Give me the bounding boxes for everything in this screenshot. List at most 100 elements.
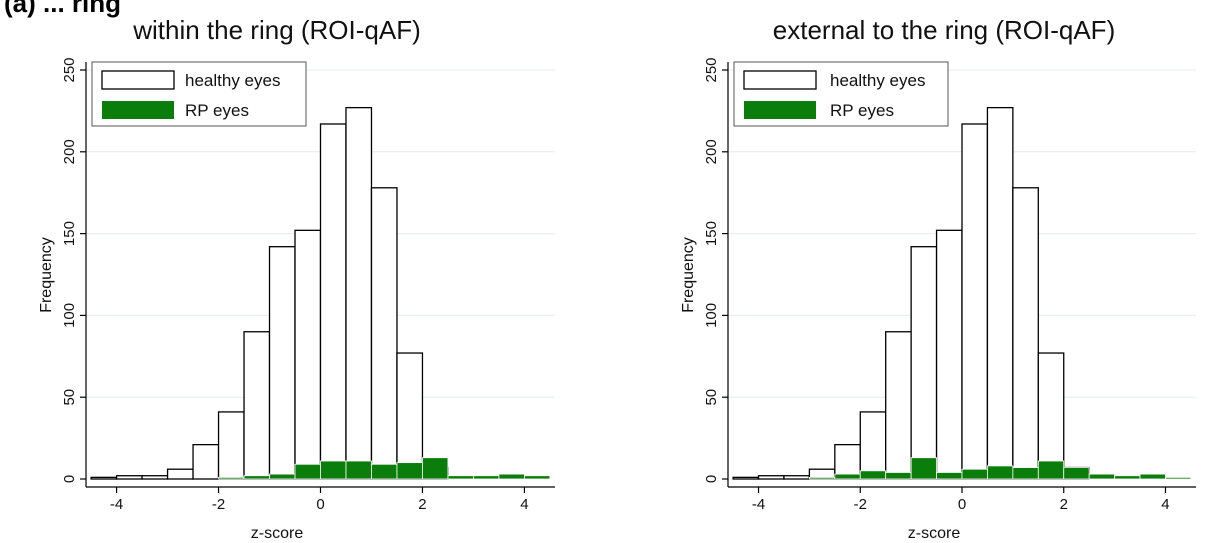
healthy-bar (217, 411, 245, 480)
rp-bar (1088, 473, 1116, 480)
healthy-bar (243, 331, 271, 480)
legend-label-rp: RP eyes (830, 101, 894, 120)
rp-bar (859, 470, 887, 480)
chart-panel-left: within the ring (ROI-qAF) 0 50 100 150 200 25… (38, 15, 555, 542)
y-tick-label: 200 (703, 139, 720, 164)
y-tick-label: 250 (61, 57, 78, 82)
x-tick-label: 2 (1060, 496, 1068, 513)
rp-bar (269, 473, 296, 480)
healthy-bar (859, 411, 887, 480)
rp-bar (961, 468, 988, 480)
y-axis-label: Frequency (38, 237, 55, 313)
x-tick-label: 4 (1161, 496, 1169, 513)
chart-title: within the ring (ROI-qAF) (132, 15, 421, 45)
x-tick-label: 4 (520, 496, 528, 513)
rp-bar (498, 473, 525, 480)
x-tick-label: -4 (752, 496, 765, 513)
rp-bars (218, 457, 551, 480)
healthy-bar (166, 468, 194, 480)
y-tick-label: 250 (703, 57, 720, 82)
healthy-bar (396, 352, 424, 480)
rp-bar (1165, 476, 1192, 480)
x-tick-label: -2 (854, 496, 867, 513)
rp-bars (808, 457, 1192, 480)
y-tick-label: 100 (61, 303, 78, 328)
healthy-bar (141, 475, 169, 480)
x-tick-label: -4 (110, 496, 123, 513)
rp-bar (885, 472, 912, 480)
rp-bar (524, 475, 551, 480)
rp-bar (422, 457, 449, 480)
healthy-bar (1037, 352, 1065, 480)
healthy-bar (319, 123, 347, 480)
healthy-bars (732, 106, 1090, 480)
legend-swatch-rp (102, 101, 174, 119)
axes: 0 50 100 150 200 250 -4 -2 0 2 4 (703, 57, 1196, 513)
legend: healthy eyes RP eyes (733, 61, 949, 127)
legend-label-healthy: healthy eyes (185, 71, 280, 90)
rp-bar (243, 475, 270, 480)
rp-bar (987, 465, 1014, 480)
chart-title: external to the ring (ROI-qAF) (773, 15, 1115, 45)
rp-bar (371, 463, 398, 480)
rp-bar (473, 475, 500, 480)
rp-bar (936, 472, 963, 480)
y-tick-label: 50 (61, 389, 78, 406)
y-tick-label: 150 (703, 221, 720, 246)
y-tick-label: 100 (703, 303, 720, 328)
healthy-bars (90, 106, 449, 480)
rp-bar (808, 476, 836, 480)
healthy-bar (370, 187, 398, 480)
healthy-bar (268, 246, 296, 480)
rp-bar (294, 463, 321, 480)
rp-bar (834, 473, 861, 480)
legend-swatch-healthy (743, 70, 817, 90)
x-tick-label: 2 (418, 496, 426, 513)
rp-bar (320, 460, 347, 480)
healthy-bar (961, 123, 989, 480)
healthy-bar (757, 475, 785, 480)
healthy-bar (885, 331, 912, 480)
y-tick-label: 0 (703, 475, 720, 483)
rp-bar (1012, 467, 1039, 480)
healthy-bar (345, 106, 373, 480)
rp-bar (1063, 467, 1090, 480)
healthy-bar (783, 475, 811, 480)
x-axis-label: z-score (251, 525, 304, 542)
legend-swatch-healthy (101, 70, 175, 90)
rp-bar (218, 476, 245, 480)
legend-swatch-rp (744, 101, 816, 119)
chart-panel-right: external to the ring (ROI-qAF) 0 50 100 150… (680, 15, 1196, 542)
healthy-bar (910, 246, 938, 480)
rp-bar (396, 462, 423, 480)
y-axis-label: Frequency (680, 237, 697, 313)
header-fragment: (a) ... ring (4, 0, 121, 18)
healthy-bar (294, 229, 322, 480)
healthy-bar (115, 475, 143, 480)
rp-bar (345, 460, 372, 480)
rp-bar (910, 457, 937, 480)
rp-bar (1037, 460, 1065, 480)
rp-bar (1139, 473, 1166, 480)
healthy-bar (935, 229, 963, 480)
y-tick-label: 200 (61, 139, 78, 164)
rp-bar (447, 475, 474, 480)
y-tick-label: 150 (61, 221, 78, 246)
healthy-bar (192, 443, 220, 480)
y-tick-label: 0 (61, 475, 78, 483)
rp-bar (1114, 475, 1141, 480)
legend: healthy eyes RP eyes (91, 61, 307, 127)
healthy-bar (1012, 187, 1039, 480)
legend-label-healthy: healthy eyes (830, 71, 925, 90)
x-tick-label: -2 (212, 496, 225, 513)
healthy-bar (90, 476, 118, 480)
x-tick-label: 0 (958, 496, 966, 513)
legend-label-rp: RP eyes (185, 101, 249, 120)
x-tick-label: 0 (316, 496, 324, 513)
x-axis-label: z-score (908, 525, 961, 542)
healthy-bar (732, 476, 760, 480)
axes: 0 50 100 150 200 250 -4 -2 0 2 4 (61, 57, 555, 513)
healthy-bar (986, 106, 1014, 480)
y-tick-label: 50 (703, 389, 720, 406)
